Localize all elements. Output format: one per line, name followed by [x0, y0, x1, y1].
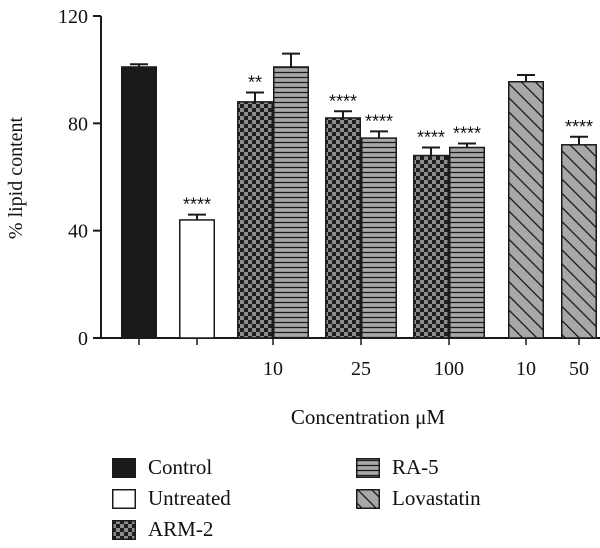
significance-label: **** — [329, 91, 357, 111]
x-tick-label: 25 — [351, 358, 371, 380]
y-tick-label: 120 — [58, 6, 88, 28]
y-axis-label: % lipid content — [5, 116, 27, 239]
x-tick-label: 50 — [569, 358, 589, 380]
significance-label: **** — [453, 123, 481, 143]
significance-label: ** — [248, 72, 262, 92]
bar-ra-5-3 — [361, 137, 397, 339]
bar-arm-2-2 — [237, 101, 273, 339]
bar-control-0 — [121, 66, 157, 339]
significance-label: **** — [417, 127, 445, 147]
x-axis-label: Concentration μM — [291, 405, 445, 429]
y-tick-label: 40 — [68, 221, 88, 243]
bar-lovastatin-6 — [561, 144, 597, 339]
x-tick-label: 100 — [434, 358, 464, 380]
bar-untreated-1 — [179, 219, 215, 339]
significance-label: **** — [365, 111, 393, 131]
significance-label: **** — [183, 195, 211, 215]
y-tick-label: 80 — [68, 113, 88, 135]
bar-ra-5-2 — [273, 66, 309, 339]
bar-ra-5-4 — [449, 146, 485, 339]
bar-lovastatin-5 — [508, 80, 544, 339]
x-tick-label: 10 — [263, 358, 283, 380]
y-tick-label: 0 — [78, 328, 88, 350]
significance-label: **** — [565, 117, 593, 137]
x-tick-label: 10 — [516, 358, 536, 380]
bar-arm-2-4 — [413, 154, 449, 339]
bar-arm-2-3 — [325, 117, 361, 339]
